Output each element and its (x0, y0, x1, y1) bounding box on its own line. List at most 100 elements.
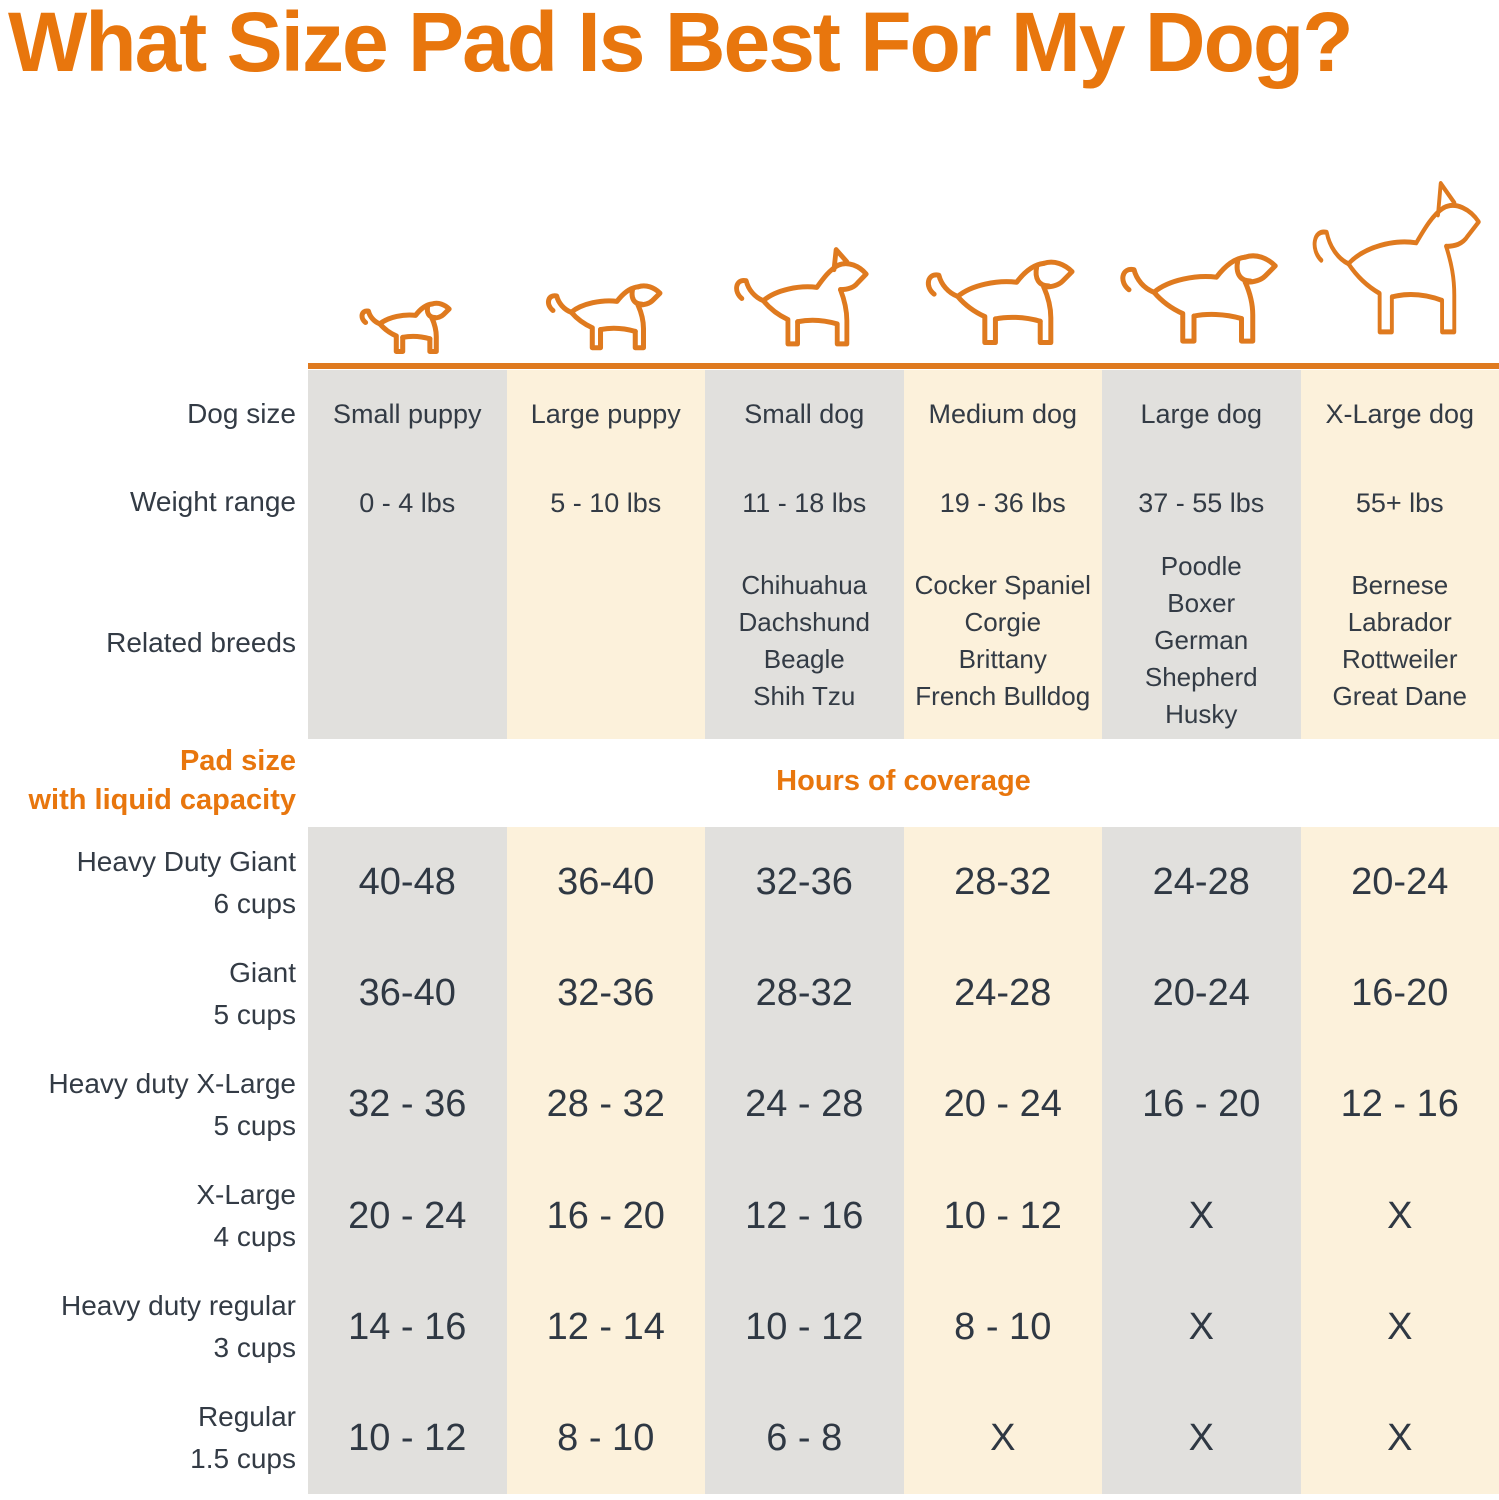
breed-name: Labrador (1347, 606, 1452, 637)
breed-name: Rottweiler (1341, 643, 1458, 674)
hours-value-cell: 12 - 16 (745, 1194, 864, 1237)
hours-value-cell: 20-24 (1351, 861, 1449, 904)
large-dog-icon (1114, 227, 1289, 365)
pad-name: Heavy duty regular (60, 1290, 296, 1322)
breed-name: Bernese (1351, 569, 1449, 600)
hours-value-cell: 24 - 28 (745, 1083, 864, 1126)
hours-value-cell: X (1387, 1194, 1413, 1237)
pad-capacity: 3 cups (213, 1332, 297, 1364)
column-3: Medium dog 19 - 36 lbs Cocker Spaniel Corgi… (903, 370, 1103, 739)
hours-value-cell: X (1387, 1416, 1413, 1459)
large-puppy-icon (542, 265, 670, 365)
hours-value-cell: 28-32 (755, 972, 853, 1015)
related-breeds-cell (308, 548, 507, 739)
related-breeds-cell: Chihuahua Dachshund Beagle Shih Tzu (705, 548, 904, 739)
hours-value-cell: 32-36 (755, 861, 853, 904)
dog-size-cell: Small dog (744, 398, 865, 429)
breed-name: Great Dane (1332, 680, 1467, 711)
column-5: X-Large dog 55+ lbs Bernese Labrador Rottwei… (1300, 370, 1499, 739)
column-0: Small puppy 0 - 4 lbs (308, 370, 507, 739)
hours-value-cell: 32-36 (557, 972, 655, 1015)
small-puppy-icon (357, 287, 457, 365)
pad-capacity: 5 cups (213, 1109, 297, 1141)
hours-value-cell: 10 - 12 (745, 1305, 864, 1348)
related-breeds-cell: Poodle Boxer German Shepherd Husky (1102, 548, 1301, 739)
pad-name: X-Large (196, 1179, 296, 1211)
dog-size-cell: Small puppy (332, 398, 482, 429)
weight-range-cell: 5 - 10 lbs (550, 487, 662, 518)
hours-value-cell: 8 - 10 (557, 1416, 655, 1459)
hours-value-cell: 36-40 (557, 861, 655, 904)
hours-value-cell: 40-48 (358, 861, 456, 904)
related-breeds-cell (507, 548, 706, 739)
medium-dog-icon (920, 235, 1085, 365)
breed-name: German Shepherd (1144, 625, 1258, 692)
breed-name: Beagle (763, 643, 845, 674)
hours-column-4: 24-28 20-24 16 - 20 X X X (1102, 827, 1301, 1494)
column-1: Large puppy 5 - 10 lbs (506, 370, 706, 739)
hours-column-1: 36-40 32-36 28 - 32 16 - 20 12 - 14 8 - 10 (506, 827, 705, 1494)
pad-row-label: Regular 1.5 cups (0, 1396, 296, 1480)
x-large-dog-icon (1305, 173, 1495, 365)
related-breeds-cell: Cocker Spaniel Corgie Brittany French Bulld… (904, 548, 1103, 739)
pad-row-label: Heavy Duty Giant 6 cups (0, 841, 296, 925)
pad-name: Giant (229, 956, 296, 988)
hours-column-2: 32-36 28-32 24 - 28 12 - 16 10 - 12 6 - 8 (705, 827, 904, 1494)
breed-name: Boxer (1167, 588, 1236, 618)
hours-value-cell: X (1188, 1305, 1214, 1348)
pad-row-label: Heavy duty regular 3 cups (0, 1285, 296, 1369)
header-table: Small puppy 0 - 4 lbs Large puppy 5 - 10 lb… (308, 370, 1499, 739)
weight-range-cell: 0 - 4 lbs (359, 487, 456, 518)
weight-range-cell: 11 - 18 lbs (742, 487, 867, 518)
weight-range-cell: 37 - 55 lbs (1138, 487, 1265, 518)
hours-value-cell: 24-28 (1152, 861, 1250, 904)
related-breeds-cell: Bernese Labrador Rottweiler Great Dane (1301, 548, 1499, 739)
weight-range-cell: 19 - 36 lbs (939, 487, 1066, 518)
hours-value-cell: 12 - 14 (546, 1305, 665, 1348)
column-4: Large dog 37 - 55 lbs Poodle Boxer German Sh… (1102, 370, 1301, 739)
hours-value-cell: X (990, 1416, 1016, 1459)
row-label-pad-size: Pad size with liquid capacity (0, 742, 297, 820)
pad-name: Regular (197, 1401, 296, 1433)
breed-name: Dachshund (738, 606, 871, 637)
hours-value-cell: 24-28 (954, 972, 1052, 1015)
weight-range-cell: 55+ lbs (1355, 487, 1444, 518)
breed-name: Chihuahua (741, 569, 868, 600)
hours-value-cell: 16-20 (1351, 972, 1449, 1015)
dog-size-cell: Large dog (1140, 398, 1263, 429)
hours-value-cell: 10 - 12 (943, 1194, 1062, 1237)
hours-value-cell: 28 - 32 (546, 1083, 665, 1126)
hours-column-3: 28-32 24-28 20 - 24 10 - 12 8 - 10 X (903, 827, 1102, 1494)
breed-name: French Bulldog (915, 680, 1091, 711)
breed-name: Brittany (958, 643, 1047, 674)
pad-capacity: 4 cups (213, 1221, 297, 1253)
hours-table: 40-48 36-40 32 - 36 20 - 24 14 - 16 10 - 12 36… (308, 827, 1499, 1494)
hours-value-cell: 28-32 (954, 861, 1052, 904)
pad-row-label: Giant 5 cups (0, 952, 297, 1036)
breed-name: Cocker Spaniel (914, 569, 1091, 600)
breed-name: Husky (1165, 699, 1238, 729)
hours-column-0: 40-48 36-40 32 - 36 20 - 24 14 - 16 10 - 12 (308, 827, 507, 1494)
hours-value-cell: 20 - 24 (348, 1194, 467, 1237)
pad-capacity: 5 cups (213, 998, 297, 1030)
hours-value-cell: X (1188, 1194, 1214, 1237)
hours-value-cell: 10 - 12 (348, 1416, 467, 1459)
hours-value-cell: 16 - 20 (546, 1194, 665, 1237)
hours-value-cell: 8 - 10 (954, 1305, 1052, 1348)
breed-name: Corgie (964, 606, 1042, 637)
row-label-related-breeds: Related breeds (106, 627, 296, 658)
hours-value-cell: 20-24 (1152, 972, 1250, 1015)
pad-capacity: 1.5 cups (190, 1443, 296, 1475)
hours-column-5: 20-24 16-20 12 - 16 X X X (1300, 827, 1499, 1494)
dog-size-cell: Large puppy (530, 398, 681, 429)
hours-value-cell: 12 - 16 (1340, 1083, 1459, 1126)
column-2: Small dog 11 - 18 lbs Chihuahua Dachshund Be… (705, 370, 904, 739)
pad-row-label: X-Large 4 cups (0, 1174, 296, 1258)
hours-of-coverage-heading: Hours of coverage (776, 765, 1031, 797)
hours-value-cell: 20 - 24 (943, 1083, 1062, 1126)
page-title: What Size Pad Is Best For My Dog? (8, 0, 1354, 89)
breed-name: Shih Tzu (753, 680, 856, 711)
hours-value-cell: 6 - 8 (766, 1416, 843, 1459)
row-label-dog-size: Dog size (187, 398, 296, 429)
hours-value-cell: X (1188, 1416, 1214, 1459)
